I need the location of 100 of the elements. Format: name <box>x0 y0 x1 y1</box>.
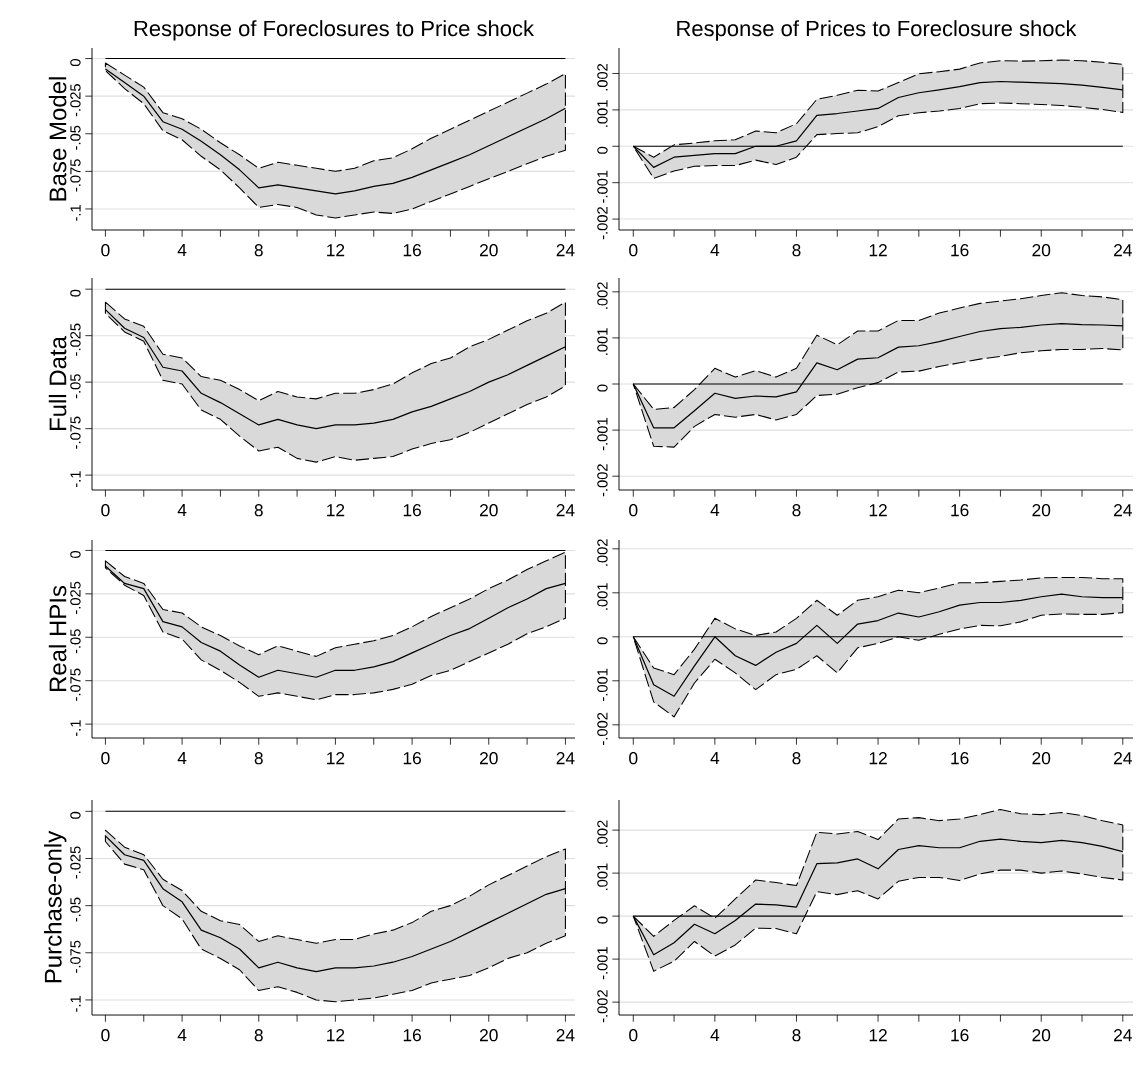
y-axis-title: Full Data <box>48 336 67 431</box>
x-tick-label: 24 <box>1114 752 1132 765</box>
x-tick-label: 20 <box>479 1029 498 1042</box>
x-tick-label: 24 <box>1114 504 1132 517</box>
x-tick-label: 20 <box>479 244 498 257</box>
x-tick-label: 8 <box>254 244 263 257</box>
y-tick-label: -.001 <box>597 170 608 203</box>
y-tick-label: 0 <box>597 916 608 924</box>
y-tick-label: -.002 <box>597 712 608 745</box>
x-tick-label: 4 <box>177 504 187 516</box>
x-tick-label: 0 <box>629 504 638 517</box>
y-tick-label: -.05 <box>70 125 81 150</box>
y-tick-label: -.05 <box>70 629 81 654</box>
y-tick-label: -.1 <box>70 471 81 488</box>
y-tick-label: .001 <box>597 863 608 891</box>
y-tick-label: -.025 <box>70 84 81 117</box>
y-axis-title: Real HPIs <box>48 585 67 692</box>
x-tick-label: 4 <box>710 752 720 764</box>
x-tick-label: 12 <box>327 244 345 257</box>
x-tick-label: 12 <box>869 504 887 517</box>
y-tick-label: .002 <box>597 63 608 91</box>
x-tick-label: 12 <box>869 1029 887 1042</box>
x-tick-label: 24 <box>1114 244 1132 257</box>
x-tick-label: 12 <box>869 244 887 257</box>
x-tick-label: 16 <box>403 752 421 765</box>
y-tick-label: -.075 <box>70 668 81 701</box>
x-tick-label: 20 <box>1032 752 1051 765</box>
x-tick-label: 4 <box>177 1029 187 1041</box>
x-tick-label: 8 <box>792 752 801 765</box>
x-tick-label: 0 <box>101 244 110 257</box>
x-tick-label: 24 <box>556 1029 575 1042</box>
x-tick-label: 8 <box>254 752 263 765</box>
x-tick-label: 12 <box>327 752 345 765</box>
x-tick-label: 20 <box>1032 244 1051 257</box>
y-tick-label: -.025 <box>70 581 81 614</box>
x-tick-label: 12 <box>869 752 887 765</box>
x-tick-label: 20 <box>479 752 498 765</box>
x-tick-label: 8 <box>254 1029 263 1042</box>
y-tick-label: -.001 <box>597 947 608 980</box>
y-tick-label: -.001 <box>597 418 608 451</box>
y-tick-label: .002 <box>597 820 608 848</box>
x-tick-label: 8 <box>792 244 801 257</box>
x-tick-label: 16 <box>403 1029 421 1042</box>
chart-title: Response of Prices to Foreclosure shock <box>677 20 1077 41</box>
x-tick-label: 24 <box>556 504 575 517</box>
x-tick-label: 16 <box>403 504 421 517</box>
x-tick-label: 8 <box>792 504 801 517</box>
y-axis-title: Purchase-only <box>44 830 67 983</box>
x-tick-label: 4 <box>177 244 187 256</box>
y-tick-label: -.1 <box>70 996 81 1012</box>
x-tick-label: 8 <box>254 504 263 517</box>
y-tick-label: -.002 <box>597 464 608 497</box>
y-tick-label: 0 <box>597 146 608 154</box>
x-tick-label: 0 <box>629 1029 638 1042</box>
x-tick-label: 16 <box>403 244 421 257</box>
x-tick-label: 4 <box>177 752 187 764</box>
y-tick-label: -.1 <box>70 720 81 737</box>
y-tick-label: 0 <box>70 289 81 297</box>
x-tick-label: 8 <box>792 1029 801 1042</box>
y-tick-label: .001 <box>597 100 608 127</box>
x-tick-label: 12 <box>327 1029 345 1042</box>
x-tick-label: 4 <box>710 504 720 516</box>
x-tick-label: 0 <box>101 504 110 517</box>
chart-title: Response of Foreclosures to Price shock <box>134 20 535 41</box>
y-tick-label: 0 <box>597 384 608 392</box>
x-tick-label: 16 <box>951 1029 969 1042</box>
x-tick-label: 16 <box>951 244 969 257</box>
y-tick-label: .001 <box>597 583 608 610</box>
y-tick-label: -.1 <box>70 205 81 221</box>
y-tick-label: -.075 <box>70 416 81 449</box>
y-tick-label: -.025 <box>70 323 81 356</box>
y-tick-label: -.002 <box>597 990 608 1023</box>
x-tick-label: 16 <box>951 752 969 765</box>
y-tick-label: -.001 <box>597 668 608 701</box>
x-tick-label: 0 <box>629 244 638 257</box>
x-tick-label: 20 <box>479 504 498 517</box>
x-tick-label: 0 <box>101 1029 110 1042</box>
x-tick-label: 0 <box>629 752 638 765</box>
y-tick-label: -.075 <box>70 940 81 973</box>
y-tick-label: -.075 <box>70 159 81 192</box>
y-tick-label: .002 <box>597 539 608 566</box>
y-tick-label: -.002 <box>597 207 608 240</box>
x-tick-label: 20 <box>1032 1029 1051 1042</box>
y-tick-label: .001 <box>597 328 608 355</box>
x-tick-label: 12 <box>327 504 345 517</box>
y-tick-label: 0 <box>70 550 81 558</box>
y-tick-label: 0 <box>70 811 81 819</box>
y-tick-label: .002 <box>597 282 608 309</box>
x-tick-label: 4 <box>710 244 720 256</box>
x-tick-label: 0 <box>101 752 110 765</box>
x-tick-label: 16 <box>951 504 969 517</box>
x-tick-label: 4 <box>710 1029 720 1041</box>
y-tick-label: -.025 <box>70 846 81 879</box>
y-tick-label: 0 <box>597 637 608 645</box>
y-tick-label: -.05 <box>70 897 81 922</box>
y-tick-label: -.05 <box>70 374 81 399</box>
y-tick-label: 0 <box>70 59 81 67</box>
y-axis-title: Base Model <box>48 77 67 201</box>
x-tick-label: 24 <box>556 244 575 257</box>
x-tick-label: 24 <box>556 752 575 765</box>
